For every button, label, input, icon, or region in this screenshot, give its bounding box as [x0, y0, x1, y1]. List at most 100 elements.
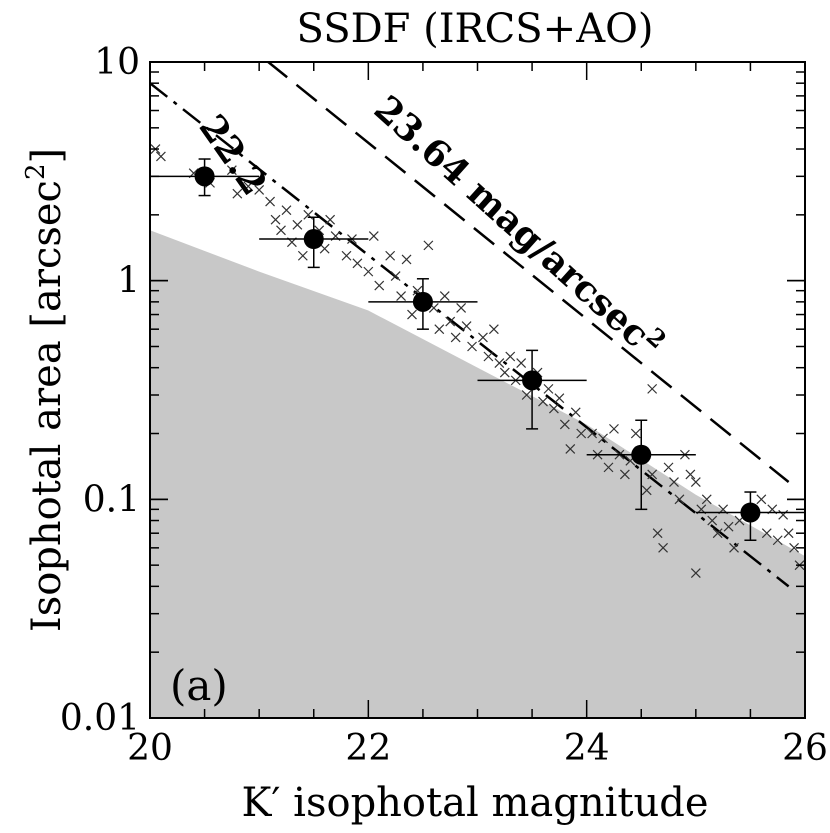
- scatter-point: [707, 515, 718, 526]
- scatter-point: [407, 309, 417, 320]
- scatter-point: [297, 250, 308, 261]
- scatter-point: [619, 469, 630, 480]
- scatter-point: [772, 535, 783, 546]
- scatter-point: [647, 469, 658, 480]
- binned-point: [194, 166, 215, 187]
- scatter-point: [690, 477, 701, 487]
- binned-point: [740, 502, 761, 523]
- scatter-point: [292, 219, 303, 230]
- scatter-point: [270, 214, 281, 225]
- scatter-point: [363, 266, 374, 277]
- scatter-point: [674, 494, 685, 505]
- scatter-point: [521, 390, 532, 400]
- scatter-point: [559, 419, 570, 430]
- scatter-point: [576, 428, 587, 439]
- scatter-point: [723, 521, 734, 532]
- y-tick-label: 1: [117, 261, 140, 302]
- scatter-point: [729, 542, 739, 553]
- y-tick-label: 0.01: [60, 698, 140, 739]
- x-tick-label: 22: [345, 728, 391, 769]
- scatter-point: [439, 291, 450, 302]
- scatter-point: [467, 341, 477, 352]
- x-tick-label: 24: [564, 728, 610, 769]
- scatter-point: [609, 423, 619, 434]
- binned-point: [412, 291, 433, 312]
- scatter-point: [281, 205, 292, 216]
- scatter-point: [494, 358, 505, 368]
- scatter-point: [434, 324, 445, 335]
- scatter-point: [641, 485, 652, 496]
- scatter-point: [701, 494, 712, 505]
- scatter-point: [543, 383, 554, 394]
- scatter-point: [374, 280, 385, 291]
- scatter-point: [445, 316, 456, 327]
- scatter-point: [243, 181, 254, 192]
- scatter-point: [254, 185, 265, 195]
- line-label-23-64: 23.64 mag/arcsec2: [366, 85, 672, 367]
- line-label-22-2: 22.2: [191, 107, 276, 203]
- y-tick-label: 10: [94, 42, 140, 83]
- scatter-point: [325, 214, 336, 225]
- scatter-point: [401, 254, 412, 265]
- scatter-point: [155, 151, 166, 162]
- panel-label: (a): [170, 661, 228, 710]
- axis-ticks: [149, 61, 806, 719]
- scatter-point: [385, 250, 396, 261]
- scatter-point: [658, 542, 669, 553]
- x-tick-label: 26: [782, 728, 828, 769]
- scatter-point: [483, 351, 494, 362]
- scatter-point: [516, 358, 527, 368]
- scatter-point: [423, 240, 434, 251]
- binned-point: [631, 444, 652, 465]
- scatter-point: [652, 528, 663, 539]
- scatter-point: [630, 428, 641, 439]
- y-axis-label: Isophotal area [arcsec2]: [21, 148, 70, 632]
- scatter-point: [499, 367, 510, 378]
- scatter-point: [647, 383, 658, 394]
- scatter-point: [488, 324, 499, 335]
- scatter-point: [319, 243, 330, 254]
- scatter-point: [265, 196, 276, 207]
- scatter-point: [554, 393, 565, 404]
- scatter-point: [587, 428, 598, 439]
- scatter-point: [565, 444, 576, 454]
- scatter-point: [341, 250, 352, 261]
- scatter-point: [276, 225, 286, 236]
- scatter-point: [368, 231, 379, 241]
- binned-point: [303, 229, 324, 250]
- y-axis-label-superscript: 2: [21, 163, 51, 180]
- detection-limit-region: [150, 230, 805, 718]
- x-tick-label: 20: [127, 728, 173, 769]
- model-line-1: [266, 62, 790, 483]
- scatter-point: [663, 462, 674, 473]
- scatter-point: [778, 509, 789, 520]
- scatter-point: [690, 568, 701, 579]
- scatter-point: [450, 332, 461, 343]
- scatter-point: [789, 542, 800, 553]
- scatter-point: [538, 396, 548, 407]
- scatter-point: [603, 462, 614, 473]
- line-label-23-64-main: 23.64 mag/arcsec: [366, 87, 657, 355]
- scatter-point: [761, 528, 772, 539]
- y-axis-label-main: Isophotal area [arcsec: [24, 180, 70, 632]
- scatter-point: [478, 332, 488, 343]
- scatter-point: [456, 303, 467, 313]
- scatter-point: [712, 528, 723, 539]
- scatter-point: [390, 271, 401, 281]
- scatter-point: [461, 321, 472, 331]
- axis-tick-labels: 20 22 24 26 0.01 0.1 1 10: [60, 42, 828, 769]
- scatter-point: [685, 469, 696, 480]
- scatter-point: [669, 477, 679, 487]
- scatter-point: [570, 407, 581, 418]
- scatter-point: [505, 351, 516, 362]
- scatter-point: [396, 291, 407, 302]
- binned-points: [150, 158, 805, 541]
- binned-point: [522, 370, 543, 391]
- y-axis-label-close: ]: [24, 148, 70, 164]
- chart-title: SSDF (IRCS+AO): [297, 6, 654, 52]
- y-tick-label: 0.1: [83, 479, 140, 520]
- x-axis-label: K′ isophotal magnitude: [241, 780, 708, 826]
- scatter-point: [352, 258, 363, 269]
- scatter-point: [226, 165, 237, 176]
